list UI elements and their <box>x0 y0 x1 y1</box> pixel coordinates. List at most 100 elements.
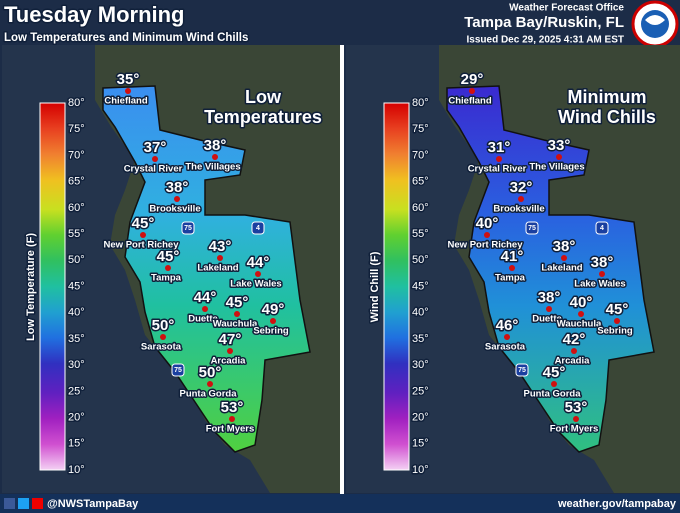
city-value: 31° <box>488 139 511 156</box>
twitter-icon <box>18 498 29 509</box>
city-dot <box>599 271 605 277</box>
city-value: 45° <box>157 248 180 265</box>
city-dot <box>202 306 208 312</box>
city-name: The Villages <box>185 162 240 173</box>
city-name: Crystal River <box>468 164 527 175</box>
city-value: 40° <box>476 215 499 232</box>
city-name: Arcadia <box>211 356 247 367</box>
city-value: 47° <box>219 331 242 348</box>
city-name: Brooksville <box>493 204 544 215</box>
city-dot <box>160 334 166 340</box>
city-name: Tampa <box>151 273 182 284</box>
city-name: Lakeland <box>197 263 238 274</box>
map-panel: 80° 75° 70° 65° 60° 55° 50° 45° 40° 35° 30° 25° 20° 1… <box>2 45 340 493</box>
city-name: Chiefland <box>448 96 491 107</box>
scale-tick-label: 60° <box>412 202 429 214</box>
city-name: Arcadia <box>555 356 591 367</box>
scale-tick-label: 70° <box>412 149 429 161</box>
city-dot <box>556 154 562 160</box>
scale-tick-label: 80° <box>412 97 429 109</box>
forecast-area <box>102 85 311 453</box>
city-name: New Port Richey <box>448 240 524 251</box>
city-name: Fort Myers <box>550 424 599 435</box>
city-name: Wauchula <box>213 319 258 330</box>
city-value: 33° <box>548 137 571 154</box>
city-name: Chiefland <box>104 96 147 107</box>
scale-tick-label: 10° <box>68 464 85 476</box>
youtube-icon <box>32 498 43 509</box>
highway-label: 4 <box>600 225 604 232</box>
city-name: The Villages <box>529 162 584 173</box>
city-dot <box>207 381 213 387</box>
city-value: 38° <box>166 179 189 196</box>
city-value: 32° <box>510 179 533 196</box>
panel-title: Wind Chills <box>558 107 656 127</box>
facebook-icon <box>4 498 15 509</box>
panel-title: Minimum <box>568 87 647 107</box>
highway-label: 75 <box>174 367 182 374</box>
website: weather.gov/tampabay <box>557 498 677 510</box>
city-value: 29° <box>461 71 484 88</box>
city-value: 38° <box>553 238 576 255</box>
office: Weather Forecast Office <box>509 3 624 14</box>
scale-tick-label: 10° <box>412 464 429 476</box>
city-dot <box>578 311 584 317</box>
highway-shield <box>595 221 609 235</box>
city-dot <box>125 88 131 94</box>
nws-logo <box>631 0 679 48</box>
scale-tick-label: 20° <box>68 411 85 423</box>
city-value: 38° <box>538 289 561 306</box>
city-value: 45° <box>132 215 155 232</box>
city-value: 46° <box>496 317 519 334</box>
city-dot <box>614 318 620 324</box>
location: Tampa Bay/Ruskin, FL <box>464 14 624 31</box>
city-value: 53° <box>565 399 588 416</box>
title: Tuesday Morning <box>4 2 185 27</box>
city-value: 45° <box>606 301 629 318</box>
city-dot <box>217 255 223 261</box>
subtitle: Low Temperatures and Minimum Wind Chills <box>4 32 248 44</box>
map-panel: 80° 75° 70° 65° 60° 55° 50° 45° 40° 35° 30° 25° 20° 1… <box>346 45 680 493</box>
panel-title: Low <box>245 87 282 107</box>
scale-tick-label: 45° <box>412 280 429 292</box>
scale-tick-label: 50° <box>68 254 85 266</box>
scale-tick-label: 80° <box>68 97 85 109</box>
scale-tick-label: 20° <box>412 411 429 423</box>
city-value: 38° <box>204 137 227 154</box>
scale-label: Wind Chill (F) <box>369 251 381 322</box>
scale-tick-label: 45° <box>68 280 85 292</box>
city-dot <box>229 416 235 422</box>
scale-tick-label: 65° <box>412 176 429 188</box>
scale-tick-label: 40° <box>412 307 429 319</box>
city-name: Wauchula <box>557 319 602 330</box>
city-dot <box>255 271 261 277</box>
city-dot <box>152 156 158 162</box>
scale-tick-label: 40° <box>68 307 85 319</box>
scale-tick-label: 70° <box>68 149 85 161</box>
scale-tick-label: 15° <box>68 438 85 450</box>
city-value: 37° <box>144 139 167 156</box>
scale-tick-label: 35° <box>68 333 85 345</box>
city-dot <box>140 232 146 238</box>
city-dot <box>561 255 567 261</box>
footer-bar <box>0 494 680 513</box>
city-dot <box>234 311 240 317</box>
city-name: Punta Gorda <box>179 389 237 400</box>
highway-shield <box>171 363 185 377</box>
city-dot <box>165 265 171 271</box>
city-value: 50° <box>199 364 222 381</box>
highway-shield <box>515 363 529 377</box>
city-dot <box>504 334 510 340</box>
city-dot <box>571 348 577 354</box>
city-value: 35° <box>117 71 140 88</box>
scale-tick-label: 60° <box>68 202 85 214</box>
highway-shield <box>181 221 195 235</box>
city-name: Punta Gorda <box>523 389 581 400</box>
city-dot <box>469 88 475 94</box>
city-name: Brooksville <box>149 204 200 215</box>
city-dot <box>518 196 524 202</box>
city-dot <box>227 348 233 354</box>
scale-tick-label: 30° <box>412 359 429 371</box>
